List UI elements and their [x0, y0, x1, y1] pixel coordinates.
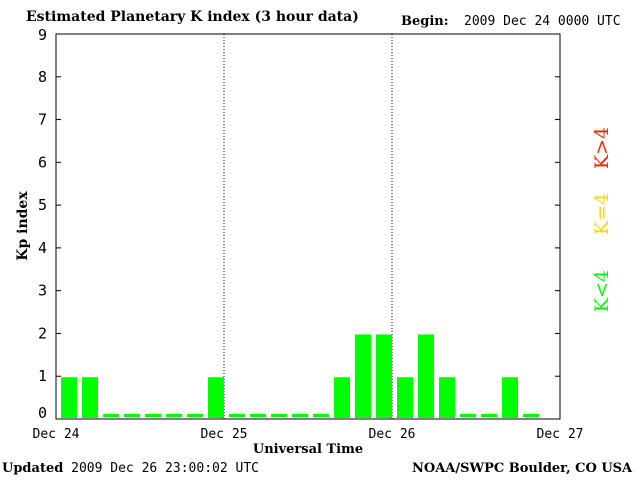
y-tick-label: 8: [38, 68, 47, 86]
legend-item: K=4: [591, 193, 613, 235]
kp-bar: [82, 377, 98, 418]
kp-bar: [523, 414, 539, 417]
updated-timestamp: Updated 2009 Dec 26 23:00:02 UTC: [2, 461, 259, 476]
kp-bar: [229, 414, 245, 417]
y-axis-label: Kp index: [15, 191, 31, 261]
y-tick-label: 0: [38, 404, 47, 422]
kp-bar: [376, 334, 392, 418]
y-tick-label: 2: [38, 324, 47, 342]
kp-bar: [502, 377, 518, 418]
kp-bar: [208, 377, 224, 418]
y-tick-label: 1: [38, 367, 47, 385]
begin-label: Begin:: [401, 14, 449, 29]
kp-bar: [292, 414, 308, 417]
y-tick-label: 5: [38, 196, 47, 214]
y-tick-label: 6: [38, 153, 47, 171]
source-credit: NOAA/SWPC Boulder, CO USA: [412, 461, 633, 476]
kp-bar: [481, 414, 497, 417]
updated-value: 2009 Dec 26 23:00:02 UTC: [71, 461, 259, 476]
x-tick-label: Dec 24: [33, 427, 80, 442]
kp-bar: [166, 414, 182, 417]
y-tick-label: 9: [38, 26, 47, 44]
kp-bar: [103, 414, 119, 417]
kp-bar: [313, 414, 329, 417]
kp-bar: [355, 334, 371, 418]
y-tick-label: 3: [38, 282, 47, 300]
kp-bar: [145, 414, 161, 417]
kp-bar: [124, 414, 140, 417]
kp-bar: [418, 334, 434, 418]
kp-bar: [61, 377, 77, 418]
x-tick-label: Dec 25: [201, 427, 248, 442]
legend-item: K<4: [591, 270, 613, 312]
plot-frame: [55, 33, 561, 420]
kp-bar: [334, 377, 350, 418]
kp-bar: [439, 377, 455, 418]
begin-value: 2009 Dec 24 0000 UTC: [464, 14, 621, 29]
y-tick-label: 4: [38, 239, 47, 257]
kp-bar: [271, 414, 287, 417]
kp-bar: [460, 414, 476, 417]
legend-item: K>4: [591, 127, 613, 169]
chart-title: Estimated Planetary K index (3 hour data…: [26, 9, 359, 25]
y-tick-label: 7: [38, 111, 47, 129]
kp-bar: [397, 377, 413, 418]
kp-bar: [187, 414, 203, 417]
x-tick-label: Dec 27: [537, 427, 584, 442]
x-tick-label: Dec 26: [369, 427, 416, 442]
kp-bar: [250, 414, 266, 417]
updated-label: Updated: [2, 461, 64, 476]
x-axis-label: Universal Time: [253, 442, 363, 457]
